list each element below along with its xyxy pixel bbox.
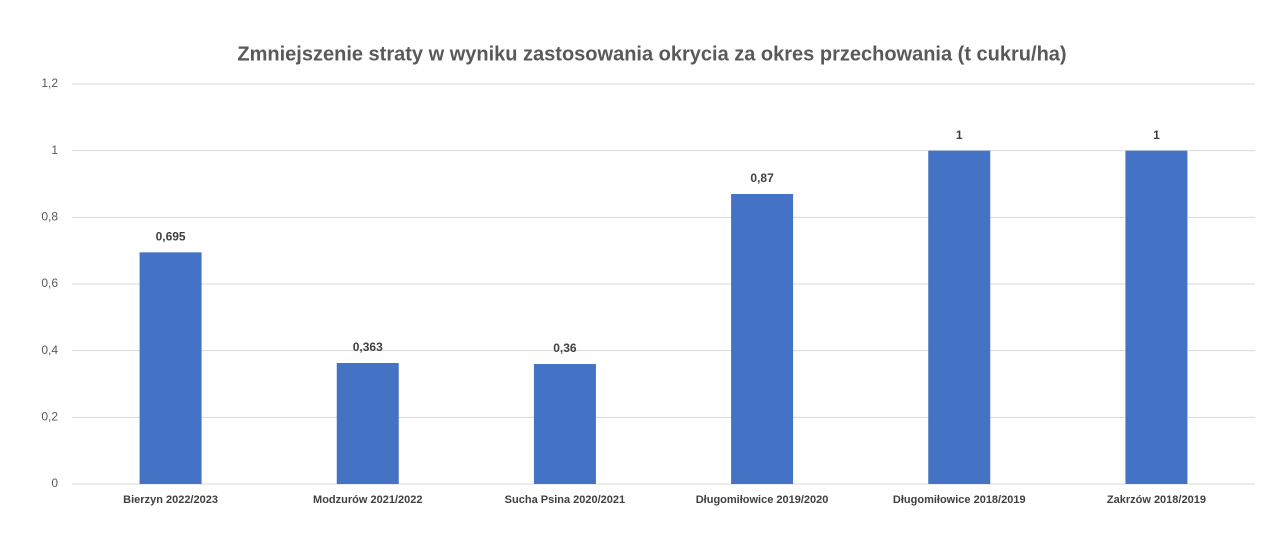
bar [928, 150, 991, 484]
y-tick-label: 1,2 [41, 76, 58, 90]
y-tick-label: 1 [51, 143, 58, 157]
bar [533, 364, 596, 484]
y-tick-label: 0,2 [41, 410, 58, 424]
x-tick-label: Modzurów 2021/2022 [313, 494, 422, 506]
chart-title: Zmniejszenie straty w wyniku zastosowani… [237, 43, 1066, 65]
bar [139, 252, 202, 484]
value-label: 0,36 [553, 341, 577, 355]
x-tick-label: Sucha Psina 2020/2021 [505, 494, 625, 506]
value-label: 1 [956, 128, 963, 142]
value-label: 0,363 [353, 340, 383, 354]
y-tick-label: 0,6 [41, 276, 58, 290]
x-tick-label: Długomiłowice 2018/2019 [893, 494, 1026, 506]
bar [336, 363, 399, 484]
x-tick-label: Bierzyn 2022/2023 [123, 494, 218, 506]
value-label: 0,695 [156, 230, 186, 244]
value-label: 0,87 [750, 171, 774, 185]
bar [1125, 150, 1188, 484]
y-tick-label: 0,4 [41, 343, 58, 357]
x-tick-label: Długomiłowice 2019/2020 [696, 494, 829, 506]
value-label: 1 [1153, 128, 1160, 142]
x-tick-label: Zakrzów 2018/2019 [1107, 494, 1206, 506]
bar [731, 194, 794, 484]
y-tick-label: 0 [51, 476, 58, 490]
y-tick-label: 0,8 [41, 210, 58, 224]
